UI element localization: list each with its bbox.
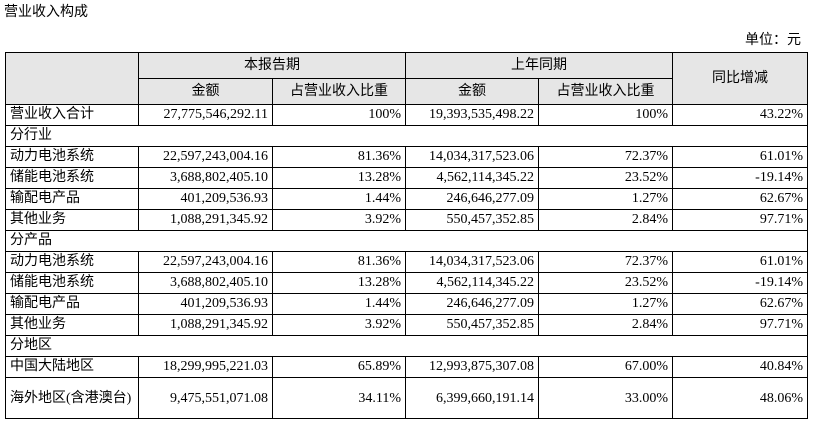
row-label: 输配电产品 — [5, 293, 139, 315]
cell: 100% — [538, 104, 673, 126]
cell: 1.27% — [538, 188, 673, 210]
row-label: 其他业务 — [5, 314, 139, 336]
data-row: 其他业务 1,088,291,345.92 3.92% 550,457,352.85 2… — [5, 314, 808, 336]
revenue-table: 本报告期 上年同期 同比增减 金额 占营业收入比重 金额 占营业收入比重 营业收… — [5, 52, 808, 419]
cell: 22,597,243,004.16 — [138, 146, 273, 168]
cell: 1.44% — [272, 293, 406, 315]
header-row: 金额 占营业收入比重 金额 占营业收入比重 — [6, 78, 808, 105]
cell: 72.37% — [538, 251, 673, 273]
cell: 27,775,546,292.11 — [138, 104, 273, 126]
cell: 18,299,995,221.03 — [138, 356, 273, 378]
row-label: 动力电池系统 — [5, 251, 139, 273]
cell: 81.36% — [272, 146, 406, 168]
data-row: 海外地区(含港澳台) 9,475,551,071.08 34.11% 6,399,66… — [5, 377, 808, 419]
cell: 67.00% — [538, 356, 673, 378]
cell: 246,646,277.09 — [405, 188, 539, 210]
cell: 48.06% — [672, 377, 808, 419]
data-row: 中国大陆地区 18,299,995,221.03 65.89% 12,993,875,… — [5, 356, 808, 378]
cell: 4,562,114,345.22 — [405, 272, 539, 294]
cell: 401,209,536.93 — [138, 293, 273, 315]
cell: 61.01% — [672, 146, 808, 168]
data-row: 营业收入合计 27,775,546,292.11 100% 19,393,535,49… — [5, 104, 808, 126]
title: 营业收入构成 — [4, 5, 88, 20]
cell: 65.89% — [272, 356, 406, 378]
cell: 34.11% — [272, 377, 406, 419]
cell: 19,393,535,498.22 — [405, 104, 539, 126]
cell: -19.14% — [672, 272, 808, 294]
cell: 62.67% — [672, 188, 808, 210]
row-label: 输配电产品 — [5, 188, 139, 210]
data-row: 输配电产品 401,209,536.93 1.44% 246,646,277.09 1.… — [5, 293, 808, 315]
cell: -19.14% — [672, 167, 808, 189]
data-row: 储能电池系统 3,688,802,405.10 13.28% 4,562,114,34… — [5, 272, 808, 294]
cell: 1.27% — [538, 293, 673, 315]
unit: 单位：元 — [745, 33, 801, 48]
section-row: 分产品 — [5, 230, 808, 252]
header-cell: 占营业收入比重 — [538, 78, 673, 105]
header-cell — [5, 52, 139, 105]
header-cell: 金额 — [405, 78, 539, 105]
cell: 6,399,660,191.14 — [405, 377, 539, 419]
cell: 43.22% — [672, 104, 808, 126]
row-label: 分行业 — [5, 125, 808, 147]
data-row: 输配电产品 401,209,536.93 1.44% 246,646,277.09 1.… — [5, 188, 808, 210]
cell: 2.84% — [538, 209, 673, 231]
header-row: 本报告期 上年同期 同比增减 — [5, 52, 808, 105]
section-row: 分行业 — [5, 125, 808, 147]
section-row: 分地区 — [5, 335, 808, 357]
cell: 23.52% — [538, 272, 673, 294]
cell: 4,562,114,345.22 — [405, 167, 539, 189]
cell: 14,034,317,523.06 — [405, 251, 539, 273]
row-label: 中国大陆地区 — [5, 356, 139, 378]
cell: 1,088,291,345.92 — [138, 314, 273, 336]
cell: 12,993,875,307.08 — [405, 356, 539, 378]
cell: 81.36% — [272, 251, 406, 273]
header-cell: 本报告期 — [138, 52, 406, 79]
row-label: 营业收入合计 — [5, 104, 139, 126]
cell: 23.52% — [538, 167, 673, 189]
cell: 100% — [272, 104, 406, 126]
cell: 550,457,352.85 — [405, 209, 539, 231]
cell: 13.28% — [272, 167, 406, 189]
header-cell: 同比增减 — [672, 52, 808, 105]
cell: 62.67% — [672, 293, 808, 315]
cell: 14,034,317,523.06 — [405, 146, 539, 168]
cell: 3,688,802,405.10 — [138, 272, 273, 294]
cell: 3,688,802,405.10 — [138, 167, 273, 189]
header-cell: 金额 — [138, 78, 273, 105]
cell: 3.92% — [272, 314, 406, 336]
cell: 97.71% — [672, 314, 808, 336]
row-label: 动力电池系统 — [5, 146, 139, 168]
cell: 13.28% — [272, 272, 406, 294]
cell: 3.92% — [272, 209, 406, 231]
cell: 550,457,352.85 — [405, 314, 539, 336]
table-body: 本报告期 上年同期 同比增减 金额 占营业收入比重 金额 占营业收入比重 营业收… — [5, 52, 808, 419]
cell: 72.37% — [538, 146, 673, 168]
data-row: 储能电池系统 3,688,802,405.10 13.28% 4,562,114,34… — [5, 167, 808, 189]
cell: 246,646,277.09 — [405, 293, 539, 315]
cell: 2.84% — [538, 314, 673, 336]
data-row: 动力电池系统 22,597,243,004.16 81.36% 14,034,317,… — [5, 146, 808, 168]
row-label: 储能电池系统 — [5, 272, 139, 294]
cell: 1,088,291,345.92 — [138, 209, 273, 231]
data-row: 动力电池系统 22,597,243,004.16 81.36% 14,034,317,… — [5, 251, 808, 273]
data-row: 其他业务 1,088,291,345.92 3.92% 550,457,352.85 2… — [5, 209, 808, 231]
cell: 97.71% — [672, 209, 808, 231]
cell: 22,597,243,004.16 — [138, 251, 273, 273]
header-cell: 占营业收入比重 — [272, 78, 406, 105]
cell: 1.44% — [272, 188, 406, 210]
cell: 401,209,536.93 — [138, 188, 273, 210]
cell: 9,475,551,071.08 — [138, 377, 273, 419]
header-cell: 上年同期 — [405, 52, 673, 79]
cell: 33.00% — [538, 377, 673, 419]
row-label: 分地区 — [5, 335, 808, 357]
row-label: 储能电池系统 — [5, 167, 139, 189]
cell: 40.84% — [672, 356, 808, 378]
row-label: 分产品 — [5, 230, 808, 252]
row-label: 海外地区(含港澳台) — [5, 377, 139, 419]
cell: 61.01% — [672, 251, 808, 273]
row-label: 其他业务 — [5, 209, 139, 231]
